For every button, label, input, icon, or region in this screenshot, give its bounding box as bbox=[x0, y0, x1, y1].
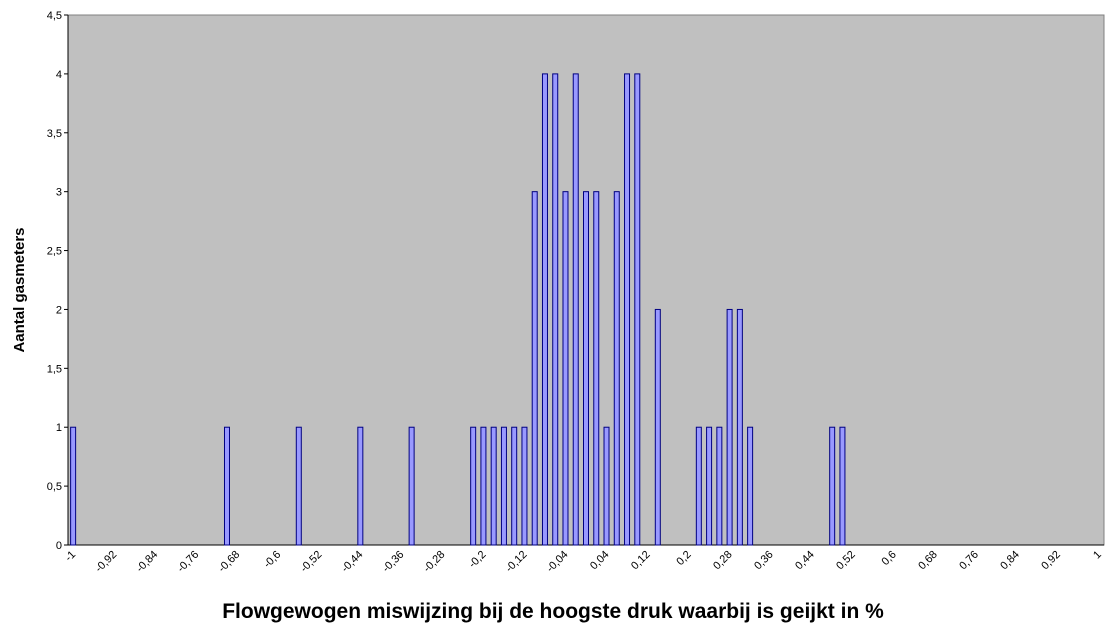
bar bbox=[541, 73, 548, 546]
y-tick-label: 3,5 bbox=[47, 128, 62, 140]
bar bbox=[572, 73, 579, 546]
bar bbox=[357, 426, 364, 546]
x-tick-label: -1 bbox=[63, 549, 78, 564]
x-tick-label: 0,68 bbox=[916, 549, 940, 573]
y-tick-label: 1,5 bbox=[47, 363, 62, 375]
bar bbox=[470, 426, 477, 546]
x-tick-label: 0,2 bbox=[674, 549, 693, 568]
y-tick-label: 0 bbox=[56, 540, 62, 552]
bar bbox=[624, 73, 631, 546]
bar bbox=[726, 308, 733, 546]
x-tick-label: -0,36 bbox=[380, 549, 406, 575]
x-tick-label: -0,84 bbox=[134, 549, 160, 575]
bar bbox=[70, 426, 77, 546]
x-tick-label: 1 bbox=[1091, 549, 1104, 562]
bar bbox=[654, 308, 661, 546]
bar bbox=[839, 426, 846, 546]
y-tick-label: 4,5 bbox=[47, 10, 62, 22]
bar bbox=[521, 426, 528, 546]
bar bbox=[583, 191, 589, 546]
bar bbox=[634, 73, 641, 546]
x-tick-label: -0,2 bbox=[467, 549, 489, 571]
x-tick-label: -0,92 bbox=[93, 549, 119, 575]
y-tick-label: 2,5 bbox=[47, 246, 62, 258]
bar bbox=[716, 426, 723, 546]
bar bbox=[603, 426, 610, 546]
y-tick-label: 2 bbox=[56, 304, 62, 316]
x-tick-label: -0,68 bbox=[216, 549, 242, 575]
bar bbox=[706, 426, 713, 546]
x-tick-label: -0,28 bbox=[421, 549, 447, 575]
bar bbox=[295, 426, 302, 546]
x-tick-label: -0,12 bbox=[503, 549, 529, 575]
x-axis-label: Flowgewogen miswijzing bij de hoogste dr… bbox=[222, 600, 884, 623]
bar bbox=[829, 426, 836, 546]
x-tick-label: 0,76 bbox=[957, 549, 981, 573]
x-tick-label: -0,76 bbox=[175, 549, 201, 575]
bar bbox=[562, 191, 569, 546]
y-tick-label: 4 bbox=[56, 69, 62, 81]
bar bbox=[695, 426, 702, 546]
x-tick-label: 0,6 bbox=[880, 549, 899, 568]
bar bbox=[736, 308, 743, 546]
y-axis-label: Aantal gasmeters bbox=[11, 227, 28, 352]
bar bbox=[490, 426, 497, 546]
x-tick-label: 0,44 bbox=[793, 549, 817, 573]
bar bbox=[480, 426, 487, 546]
x-tick-label: -0,52 bbox=[298, 549, 324, 575]
bar bbox=[500, 426, 507, 546]
bar bbox=[223, 426, 230, 546]
bar bbox=[531, 191, 538, 546]
bar bbox=[408, 426, 415, 546]
x-tick-label: -0,6 bbox=[262, 549, 284, 571]
x-tick-label: -0,44 bbox=[339, 549, 365, 575]
bar bbox=[593, 191, 600, 546]
bar bbox=[613, 191, 620, 546]
y-tick-label: 1 bbox=[56, 422, 62, 434]
x-tick-label: -0,04 bbox=[544, 549, 570, 575]
x-tick-label: 0,12 bbox=[629, 549, 653, 573]
bar bbox=[511, 426, 518, 546]
bar bbox=[747, 426, 754, 546]
x-tick-label: 0,04 bbox=[588, 549, 612, 573]
y-tick-label: 0,5 bbox=[47, 481, 62, 493]
x-tick-label: 0,52 bbox=[834, 549, 858, 573]
x-tick-label: 0,36 bbox=[752, 549, 776, 573]
x-tick-label: 0,92 bbox=[1039, 549, 1063, 573]
bar bbox=[552, 73, 559, 546]
x-tick-label: 0,84 bbox=[998, 549, 1022, 573]
y-tick-label: 3 bbox=[56, 187, 62, 199]
x-tick-label: 0,28 bbox=[711, 549, 735, 573]
